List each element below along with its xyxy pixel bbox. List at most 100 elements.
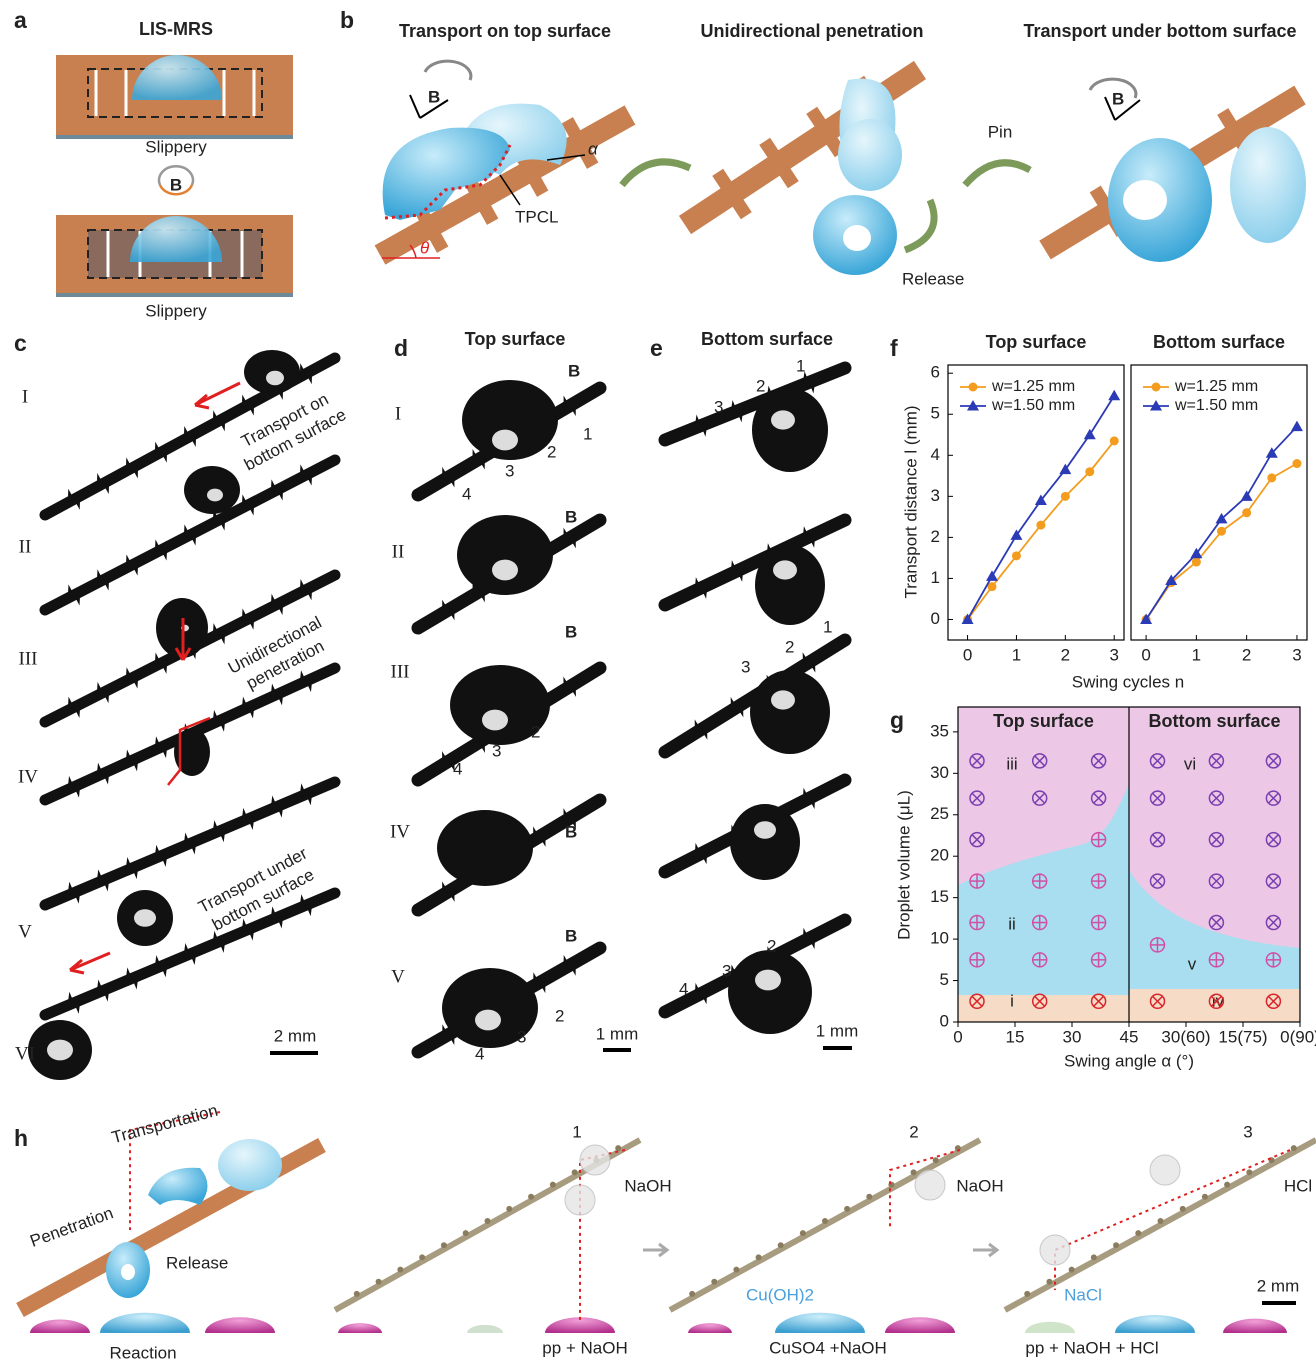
- scale-label: 1 mm: [816, 1021, 859, 1040]
- panel-a: LIS-MRS Slippery B Slippery: [56, 19, 293, 321]
- feature-label: 4: [453, 759, 462, 778]
- row-label: II: [19, 536, 32, 557]
- marker: [1151, 938, 1165, 952]
- chart-title: Bottom surface: [1153, 332, 1285, 352]
- x-tick-label: 1: [1012, 645, 1021, 664]
- row-label: V: [18, 921, 32, 942]
- y-tick-label: 2: [931, 527, 940, 546]
- rib: [528, 1194, 534, 1200]
- droplet-hole: [266, 371, 284, 385]
- feature-label: 3: [722, 961, 731, 980]
- rib: [711, 1279, 717, 1285]
- row-label: II: [392, 541, 405, 562]
- droplet-hole: [492, 560, 518, 581]
- marker: [1092, 833, 1106, 847]
- marker: [1242, 508, 1251, 517]
- pool-droplet: [885, 1317, 955, 1333]
- droplet-hole: [475, 1010, 501, 1031]
- row-label: IV: [18, 766, 38, 787]
- feature-label: 2: [767, 936, 776, 955]
- angle-label: θ: [420, 238, 430, 257]
- x-tick-label: 3: [1292, 645, 1301, 664]
- region-label: i: [1010, 991, 1014, 1010]
- y-tick-label: 4: [931, 445, 940, 464]
- rib: [615, 1145, 621, 1151]
- legend-marker: [1152, 383, 1161, 392]
- marker: [1110, 436, 1119, 445]
- x-tick-label: 2: [1061, 645, 1070, 664]
- field-label: B: [565, 507, 577, 526]
- arrow: [195, 383, 240, 408]
- pool-droplet: [688, 1323, 732, 1333]
- pool-droplet: [205, 1317, 275, 1333]
- droplet-hole: [492, 430, 518, 451]
- y-axis-label: Droplet volume (μL): [894, 790, 913, 940]
- step-label: 1: [572, 1122, 581, 1141]
- path-line: [580, 1150, 625, 1320]
- row-label: IV: [390, 821, 410, 842]
- y-tick-label: 0: [931, 609, 940, 628]
- marker: [1092, 953, 1106, 967]
- pool-droplet: [775, 1313, 865, 1333]
- marker: [970, 916, 984, 930]
- marker: [1108, 390, 1120, 401]
- legend-label: w=1.25 mm: [991, 378, 1075, 395]
- pool-droplet: [1115, 1315, 1195, 1333]
- droplet-label: HCl: [1284, 1176, 1312, 1195]
- rod: [670, 1140, 980, 1310]
- marker: [1217, 527, 1226, 536]
- feature-label: 2: [785, 637, 794, 656]
- series-line: [1146, 464, 1297, 620]
- y-tick-label: 35: [930, 721, 949, 740]
- annotation: Reaction: [109, 1343, 176, 1362]
- tpcl-label: TPCL: [515, 207, 558, 226]
- region-label: vi: [1184, 754, 1196, 773]
- droplet: [457, 515, 553, 595]
- pin-label: Pin: [988, 122, 1013, 141]
- panel-label: e: [650, 335, 663, 361]
- pool-droplet: [1025, 1322, 1075, 1333]
- droplet-hole: [754, 821, 776, 839]
- droplet-hole: [1123, 180, 1167, 220]
- droplet: [437, 810, 533, 886]
- caption: Slippery: [145, 301, 207, 320]
- rib: [1113, 1242, 1119, 1248]
- droplet: [730, 804, 800, 880]
- droplet-hole: [207, 489, 223, 502]
- rib: [844, 1206, 850, 1212]
- rib: [689, 1291, 695, 1297]
- product-label: Cu(OH)2: [746, 1285, 814, 1304]
- marker: [1092, 916, 1106, 930]
- pool-droplet: [1223, 1319, 1287, 1333]
- annotation: Transportation: [110, 1101, 220, 1148]
- pool-droplet: [30, 1320, 90, 1334]
- marker: [1033, 874, 1047, 888]
- rib: [1224, 1182, 1230, 1188]
- panel-label: c: [14, 330, 27, 356]
- panel-title: Bottom surface: [701, 329, 833, 349]
- y-tick-label: 5: [940, 970, 949, 989]
- annotation: Release: [166, 1253, 228, 1272]
- rib: [376, 1279, 382, 1285]
- feature-label: 2: [531, 722, 540, 741]
- panel-title: Transport on top surface: [399, 21, 611, 41]
- feature-label: 4: [462, 484, 471, 503]
- x-axis-label: Swing cycles n: [1072, 672, 1184, 691]
- feature-label: 4: [679, 979, 688, 998]
- pool-label: pp + NaOH + HCl: [1025, 1338, 1158, 1357]
- rib: [756, 1254, 762, 1260]
- panel-title: LIS-MRS: [139, 19, 213, 39]
- step-arrow: [973, 1244, 997, 1256]
- photo-droplet: [580, 1145, 610, 1175]
- photo-droplet: [1150, 1155, 1180, 1185]
- feature-label: 4: [475, 1044, 484, 1063]
- arrow: [70, 953, 110, 973]
- x-tick-label: 0: [953, 1027, 962, 1046]
- droplet-hole: [47, 1040, 73, 1061]
- chart-title: Top surface: [986, 332, 1087, 352]
- droplet-hole: [771, 690, 795, 709]
- marker: [1084, 429, 1096, 440]
- marker: [1010, 529, 1022, 540]
- feature-label: 3: [714, 397, 723, 416]
- marker: [1209, 953, 1223, 967]
